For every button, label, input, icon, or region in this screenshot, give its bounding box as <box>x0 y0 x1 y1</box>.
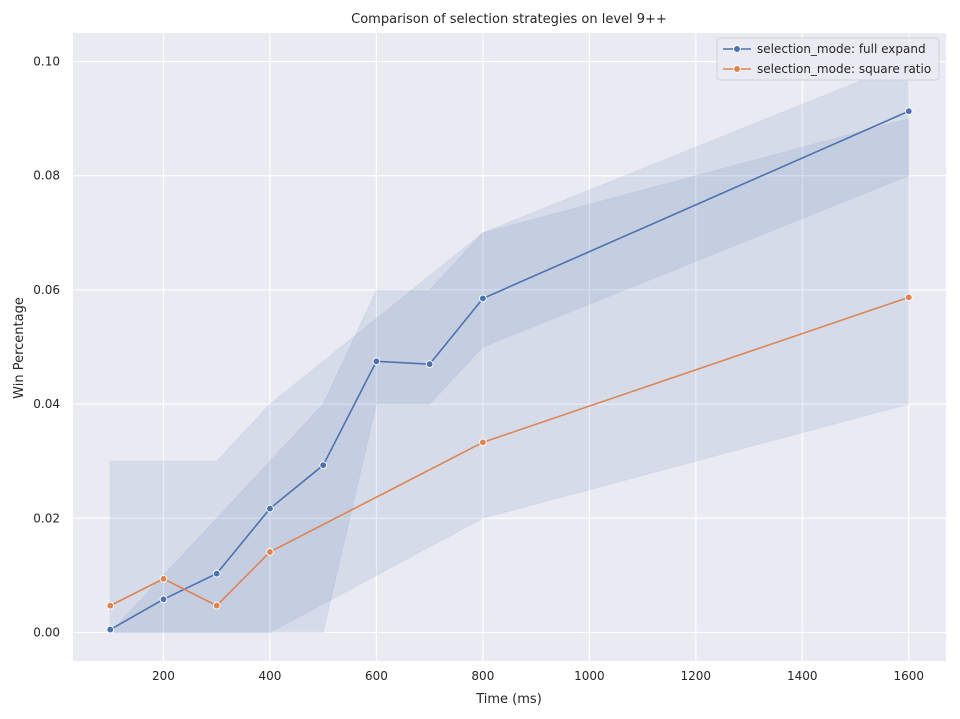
data-point <box>266 548 274 556</box>
x-tick-label: 1200 <box>681 669 712 683</box>
y-tick-label: 0.06 <box>33 283 60 297</box>
data-point <box>479 438 487 447</box>
data-point <box>159 595 168 604</box>
y-tick-label: 0.08 <box>33 169 60 183</box>
series-points <box>106 107 913 634</box>
data-point <box>106 601 115 610</box>
data-point <box>319 461 328 470</box>
legend-label: selection_mode: square ratio <box>757 62 931 76</box>
x-tick-label: 1000 <box>574 669 605 683</box>
data-point <box>479 294 487 303</box>
confidence-bands <box>109 60 910 633</box>
x-tick-label: 1600 <box>893 669 924 683</box>
legend: selection_mode: full expand selection_mod… <box>716 37 940 81</box>
data-point <box>904 293 913 302</box>
data-point <box>159 574 168 583</box>
x-tick-label: 200 <box>152 669 175 683</box>
y-tick-label: 0.10 <box>33 55 60 69</box>
plot-background <box>73 33 946 661</box>
data-point <box>372 357 381 366</box>
data-point <box>212 601 221 610</box>
y-tick-label: 0.00 <box>33 625 60 639</box>
confidence-band-1 <box>109 60 910 633</box>
grid <box>73 33 946 661</box>
series-line-1 <box>109 296 909 607</box>
y-tick-labels: 0.00 0.02 0.04 0.06 0.08 0.10 <box>33 55 60 640</box>
y-axis-label: Win Percentage <box>12 297 27 399</box>
x-tick-label: 600 <box>365 669 388 683</box>
data-point <box>904 107 913 116</box>
data-point <box>106 625 115 634</box>
data-point <box>212 569 221 578</box>
y-tick-label: 0.04 <box>33 397 60 411</box>
legend-label: selection_mode: full expand <box>757 42 926 56</box>
x-axis-label: Time (ms) <box>475 692 542 707</box>
confidence-band-0 <box>109 117 910 633</box>
legend-marker <box>733 45 741 53</box>
y-tick-label: 0.02 <box>33 511 60 525</box>
data-point <box>266 504 274 513</box>
x-tick-label: 800 <box>471 669 494 683</box>
x-tick-label: 400 <box>259 669 282 683</box>
chart-title: Comparison of selection strategies on le… <box>351 12 667 27</box>
x-tick-label: 1400 <box>787 669 818 683</box>
data-point <box>425 360 434 368</box>
legend-marker <box>733 65 741 73</box>
x-tick-labels: 200 400 600 800 1000 1200 1400 1600 <box>152 669 924 683</box>
legend-box <box>716 37 940 81</box>
